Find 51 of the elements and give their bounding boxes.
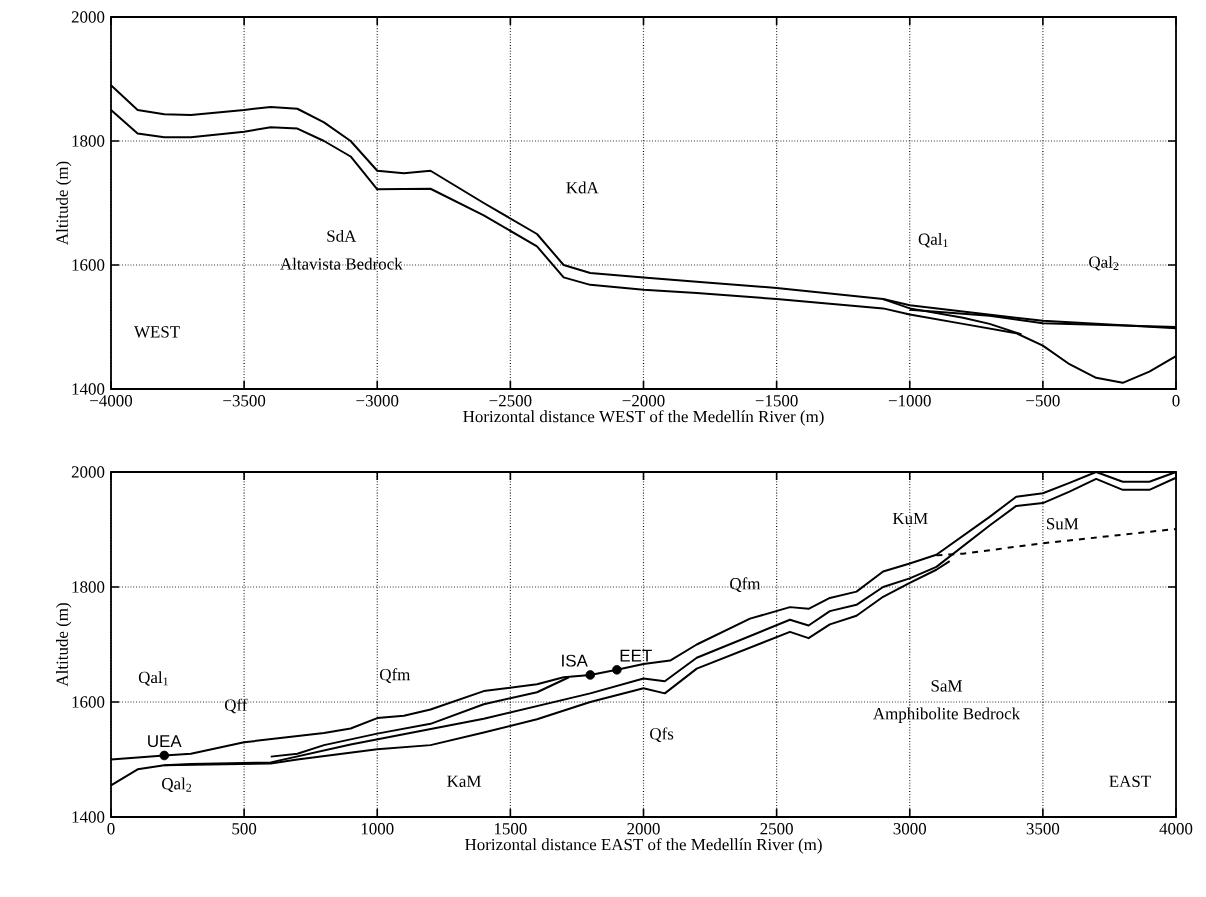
annotation: Amphibolite Bedrock: [873, 707, 1021, 723]
y-tick-label: 1400: [72, 383, 105, 395]
x-tick-label: 1000: [361, 823, 394, 835]
y-axis-title: Altitude (m): [56, 603, 72, 687]
y-tick-label: 1800: [72, 581, 105, 593]
x-tick-label: −1500: [755, 395, 798, 407]
annotation: Qal$_{1}$: [138, 671, 168, 686]
x-tick-label: −500: [1026, 395, 1060, 407]
annotation: Qff: [224, 698, 248, 714]
y-tick-label: 1600: [72, 259, 105, 271]
y-tick-label: 2000: [71, 11, 105, 23]
annotation: Qal$_{1}$: [918, 232, 948, 248]
x-tick-label: 4000: [1159, 823, 1193, 835]
annotation: KaM: [447, 775, 481, 787]
x-tick-label: −1000: [888, 395, 931, 407]
annotation: SdA: [327, 229, 357, 242]
x-tick-label: −2000: [622, 395, 665, 407]
series-label: EET: [620, 649, 652, 662]
series-label: ISA: [562, 654, 588, 667]
y-axis-title: Altitude (m): [56, 161, 72, 245]
x-tick-label: 500: [232, 823, 257, 835]
annotation: Qfm: [730, 577, 761, 593]
series-label: UEA: [148, 735, 182, 748]
x-tick-label: 3000: [893, 823, 927, 835]
annotation: SuM: [1046, 518, 1079, 530]
x-tick-label: −3500: [223, 395, 266, 407]
y-tick-label: 1800: [72, 135, 105, 147]
x-tick-label: 0: [107, 823, 115, 835]
x-tick-label: 2500: [760, 823, 793, 835]
x-tick-label: 0: [1172, 395, 1180, 407]
annotation: EAST: [1109, 775, 1151, 788]
annotation: KuM: [892, 512, 928, 525]
x-axis-title: Horizontal distance WEST of the Medellín River (m): [463, 410, 824, 426]
x-tick-label: −3000: [356, 395, 399, 407]
annotation: Qfm: [379, 668, 411, 683]
x-axis-title: Horizontal distance EAST of the Medellín River (m): [465, 838, 822, 854]
x-tick-label: 1500: [494, 823, 527, 835]
x-tick-label: −2500: [489, 395, 532, 407]
annotation: WEST: [134, 326, 180, 338]
y-tick-label: 2000: [71, 466, 105, 478]
y-tick-label: 1400: [72, 811, 105, 823]
y-tick-label: 1600: [72, 696, 105, 708]
annotation: Qal$_{2}$: [162, 777, 192, 793]
annotation: Altavista Bedrock: [280, 257, 403, 270]
x-tick-label: −4000: [90, 395, 133, 407]
annotation: Qfs: [650, 727, 674, 743]
annotation: KdA: [566, 181, 599, 194]
annotation: SaM: [931, 680, 962, 692]
x-tick-label: 2000: [627, 823, 660, 835]
x-tick-label: 3500: [1026, 823, 1060, 835]
annotation: Qal$_{2}$: [1089, 255, 1119, 271]
